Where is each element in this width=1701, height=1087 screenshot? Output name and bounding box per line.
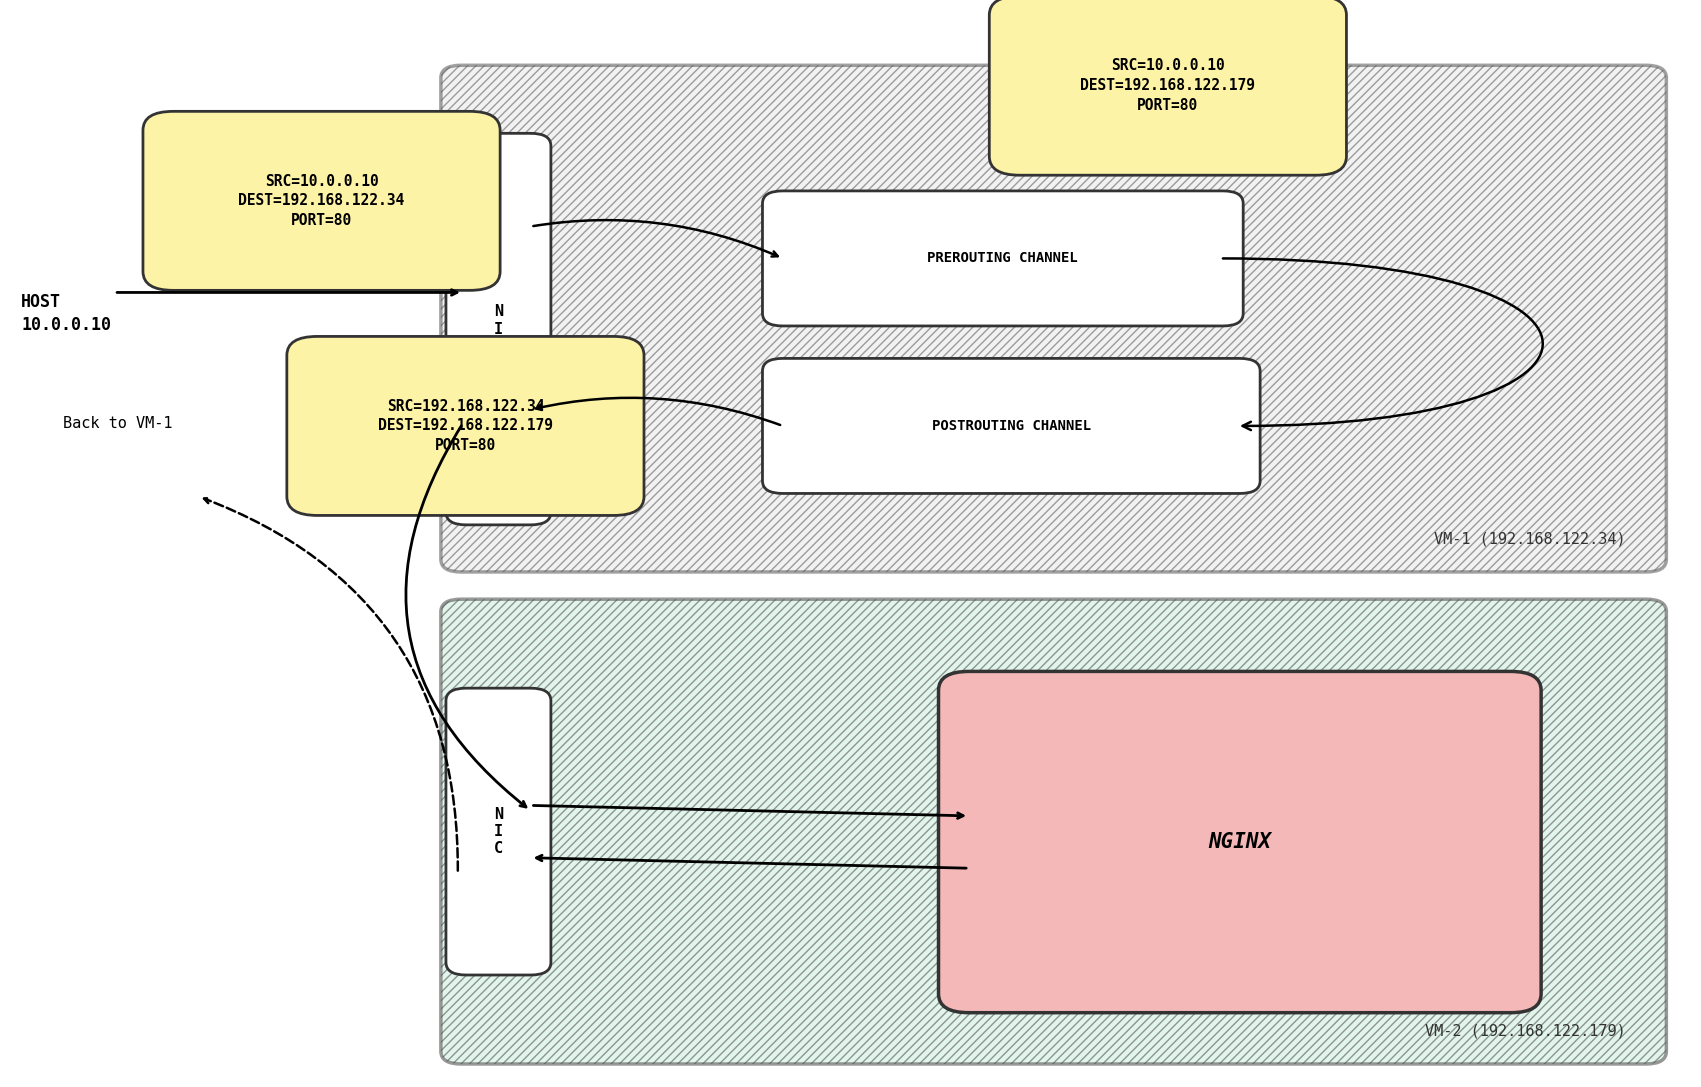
Text: SRC=10.0.0.10
DEST=192.168.122.34
PORT=80: SRC=10.0.0.10 DEST=192.168.122.34 PORT=8… — [238, 174, 405, 228]
Text: HOST
10.0.0.10: HOST 10.0.0.10 — [20, 292, 111, 334]
Text: VM-2 (192.168.122.179): VM-2 (192.168.122.179) — [1425, 1024, 1626, 1039]
FancyBboxPatch shape — [762, 359, 1260, 493]
FancyBboxPatch shape — [441, 599, 1667, 1064]
Text: N
I
C: N I C — [493, 807, 503, 857]
Text: POSTROUTING CHANNEL: POSTROUTING CHANNEL — [932, 418, 1090, 433]
FancyBboxPatch shape — [446, 134, 551, 525]
Text: NGINX: NGINX — [1208, 832, 1271, 852]
FancyBboxPatch shape — [287, 336, 645, 515]
FancyBboxPatch shape — [143, 111, 500, 290]
Text: SRC=192.168.122.34
DEST=192.168.122.179
PORT=80: SRC=192.168.122.34 DEST=192.168.122.179 … — [378, 399, 553, 453]
FancyBboxPatch shape — [939, 672, 1541, 1013]
FancyBboxPatch shape — [990, 0, 1347, 175]
Text: VM-1 (192.168.122.34): VM-1 (192.168.122.34) — [1434, 532, 1626, 547]
Text: N
I
C: N I C — [493, 304, 503, 354]
FancyBboxPatch shape — [446, 688, 551, 975]
Text: PREROUTING CHANNEL: PREROUTING CHANNEL — [927, 251, 1078, 265]
FancyBboxPatch shape — [441, 65, 1667, 572]
Text: SRC=10.0.0.10
DEST=192.168.122.179
PORT=80: SRC=10.0.0.10 DEST=192.168.122.179 PORT=… — [1080, 59, 1255, 113]
FancyBboxPatch shape — [762, 191, 1243, 326]
Text: Back to VM-1: Back to VM-1 — [63, 416, 174, 430]
FancyArrowPatch shape — [1223, 259, 1543, 430]
